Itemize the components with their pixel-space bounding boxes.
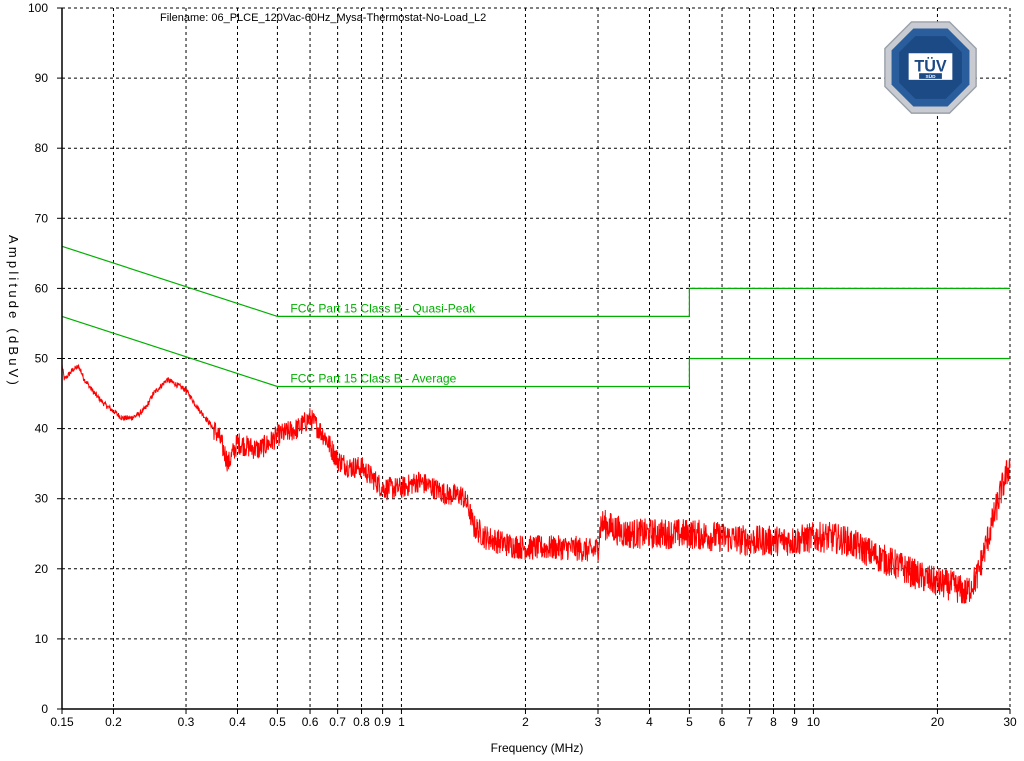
y-tick-label: 10 [35,632,49,646]
x-tick-label: 1 [398,715,405,729]
x-tick-label: 0.7 [329,715,346,729]
x-tick-label: 0.5 [269,715,286,729]
x-tick-label: 0.3 [178,715,195,729]
logo-text: TÜV [914,56,947,75]
limit-lines: FCC Part 15 Class B - Quasi-Peak FCC Part… [61,245,1010,388]
y-tick-label: 40 [35,422,49,436]
x-tick-label: 30 [1003,715,1017,729]
x-tick-label: 0.9 [374,715,391,729]
x-tick-label: 0.2 [105,715,122,729]
tuv-sud-logo: TÜV SÜD [884,21,977,114]
axes [57,7,1011,714]
x-tick-label: 4 [646,715,653,729]
tick-labels: 0.15 0.2 0.3 0.4 0.5 0.6 0.7 0.8 0.9 1 2 3 4 5 6 7 8 9 10 2… [28,1,1017,729]
x-tick-label: 9 [791,715,798,729]
y-tick-label: 60 [35,281,49,295]
y-tick-label: 0 [41,702,48,716]
x-tick-label: 5 [686,715,693,729]
measurement-line [61,363,1011,604]
x-axis-label: Frequency (MHz) [490,741,584,755]
x-tick-label: 8 [770,715,777,729]
y-tick-label: 70 [35,211,49,225]
limit-line-label: FCC Part 15 Class B - Average [290,372,456,386]
x-tick-label: 20 [931,715,945,729]
logo-subtext: SÜD [925,73,936,80]
filename-label: Filename: 06_PLCE_120Vac-60Hz_Mysa-Therm… [160,12,487,24]
x-tick-label: 0.4 [229,715,246,729]
x-tick-label: 7 [746,715,753,729]
measurement-trace [61,363,1011,604]
y-tick-label: 100 [28,1,48,15]
x-tick-label: 0.8 [353,715,370,729]
x-tick-label: 2 [522,715,529,729]
limit-line [61,245,1010,317]
limit-line [61,315,1010,388]
x-tick-label: 0.6 [302,715,319,729]
y-tick-label: 20 [35,562,49,576]
x-tick-label: 6 [719,715,726,729]
y-tick-label: 50 [35,352,49,366]
x-tick-label: 0.15 [50,715,74,729]
x-tick-label: 3 [595,715,602,729]
y-tick-label: 30 [35,492,49,506]
limit-line-label: FCC Part 15 Class B - Quasi-Peak [290,301,476,315]
y-tick-label: 80 [35,141,49,155]
x-tick-label: 10 [807,715,821,729]
y-tick-label: 90 [35,71,49,85]
y-axis-label: Amplitude (dBuV) [6,235,21,389]
